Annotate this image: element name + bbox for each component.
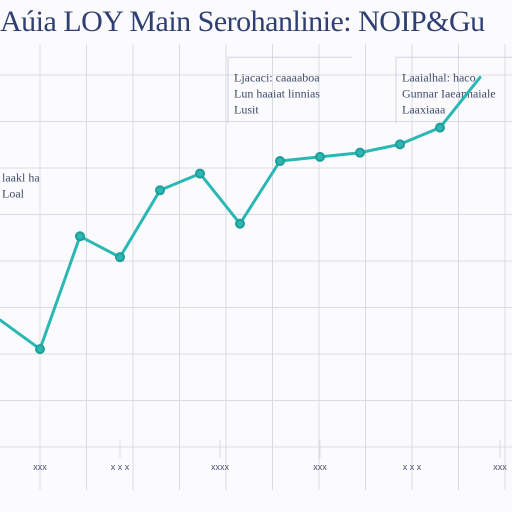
- x-tick-label: x x x: [403, 462, 422, 472]
- annotation-text: Laaxiaaa: [402, 102, 446, 116]
- annotation-text: Ljacaci: caaaaboa: [234, 70, 320, 84]
- annotations: Ljacaci: caaaaboa Lun haaiat linnias Lusit…: [2, 56, 512, 201]
- series-line: [0, 75, 482, 351]
- x-tick-label: xxx: [313, 462, 327, 472]
- annotation-text: Gunnar Iaeannaiale: [402, 86, 496, 100]
- data-point: [275, 156, 285, 167]
- data-point: [195, 168, 205, 179]
- data-point: [355, 147, 365, 158]
- data-point: [115, 252, 125, 263]
- x-tick-labels: xxx x x x xxxx xxx x x x xxx: [33, 440, 507, 472]
- data-point: [235, 218, 245, 229]
- x-tick-label: xxx: [33, 462, 47, 472]
- series: [0, 75, 482, 355]
- annotation-text: Lun haaiat linnias: [234, 86, 320, 100]
- data-point: [155, 185, 165, 196]
- data-point: [315, 151, 325, 162]
- annotation-text: Laaialhal: haco: [402, 70, 476, 84]
- x-tick-label: x x x: [111, 462, 130, 472]
- annotation-text: Loal: [2, 187, 25, 201]
- data-point: [435, 122, 445, 133]
- data-point: [35, 344, 45, 355]
- x-tick-label: xxxx: [211, 462, 230, 472]
- grid: [0, 44, 512, 490]
- data-point: [395, 139, 405, 150]
- data-point: [75, 231, 85, 242]
- x-tick-label: xxx: [493, 462, 507, 472]
- annotation-text: Lusit: [234, 102, 259, 116]
- chart-title: Aúia LOY Main Serohanlinie: NOIP&Gu: [0, 5, 485, 38]
- annotation-text: laakl ha: [2, 171, 40, 185]
